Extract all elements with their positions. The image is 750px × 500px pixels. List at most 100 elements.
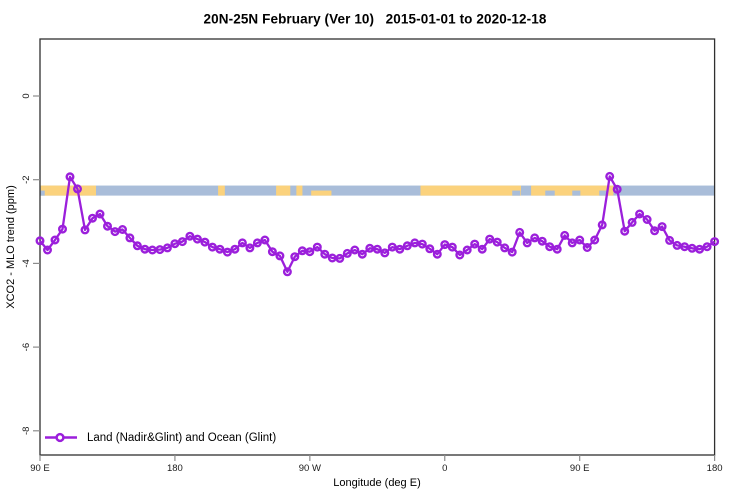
data-point-marker — [530, 233, 540, 243]
data-point-marker — [380, 248, 390, 258]
data-point-marker — [58, 224, 68, 234]
map-band-land-segment — [311, 190, 332, 196]
data-point-marker — [657, 222, 667, 232]
data-point-marker — [102, 221, 112, 231]
map-band-land-segment — [218, 185, 225, 196]
data-point-marker — [342, 248, 352, 258]
y-tick-label: -2 — [21, 175, 32, 183]
data-point-marker — [387, 242, 397, 252]
data-point-marker — [162, 243, 172, 253]
data-point-marker — [372, 244, 382, 254]
data-point-marker — [125, 233, 135, 243]
data-point-marker — [215, 244, 225, 254]
data-point-marker — [627, 217, 637, 227]
data-point-marker — [65, 172, 75, 182]
data-point-marker — [522, 238, 532, 248]
x-tick-label: 0 — [442, 463, 447, 474]
data-point-marker — [575, 235, 585, 245]
chart-title: 20N-25N February (Ver 10) 2015-01-01 to … — [203, 11, 547, 27]
map-band-ocean — [40, 185, 715, 196]
data-point-marker — [612, 184, 622, 194]
data-point-marker — [455, 250, 465, 260]
data-point-marker — [642, 214, 652, 224]
data-point-marker — [312, 242, 322, 252]
map-band-ocean-notch — [545, 190, 555, 196]
data-point-marker — [170, 239, 180, 249]
data-point-marker — [80, 225, 90, 235]
legend-label: Land (Nadir&Glint) and Ocean (Glint) — [87, 431, 277, 444]
data-point-marker — [545, 242, 555, 252]
data-point-marker — [432, 249, 442, 259]
plot-box — [39, 38, 716, 456]
map-band-land-segment — [296, 185, 303, 196]
data-point-marker — [72, 184, 82, 194]
data-point-marker — [87, 213, 97, 223]
data-point-marker — [245, 243, 255, 253]
x-tick-label: 90 E — [30, 463, 50, 474]
y-tick-label: 0 — [21, 93, 32, 98]
x-tick-label: 90 W — [299, 463, 321, 474]
data-point-marker — [110, 227, 120, 237]
data-point-marker — [320, 249, 330, 259]
y-tick-label: -8 — [21, 427, 32, 435]
map-band-land-segment — [276, 185, 291, 196]
data-point-marker — [395, 244, 405, 254]
map-band-land-segment — [420, 185, 521, 196]
map-band-ocean-notch — [512, 190, 521, 196]
data-point-marker — [605, 171, 615, 181]
data-point-marker — [43, 245, 53, 255]
data-point-marker — [402, 241, 412, 251]
data-point-marker — [462, 245, 472, 255]
data-point-marker — [582, 242, 592, 252]
data-point-marker — [552, 244, 562, 254]
data-point-marker — [590, 235, 600, 245]
data-point-marker — [650, 226, 660, 236]
data-point-marker — [537, 236, 547, 246]
data-point-marker — [425, 244, 435, 254]
data-point-marker — [267, 247, 277, 257]
data-point-marker — [477, 244, 487, 254]
data-point-marker — [507, 247, 517, 257]
data-point-marker — [702, 242, 712, 252]
legend: Land (Nadir&Glint) and Ocean (Glint) — [44, 430, 276, 445]
x-axis-label: Longitude (deg E) — [333, 477, 421, 489]
data-point-marker — [567, 238, 577, 248]
data-point-marker — [560, 230, 570, 240]
data-point-marker — [350, 245, 360, 255]
data-point-marker — [155, 245, 165, 255]
data-point-marker — [440, 240, 450, 250]
x-tick-label: 180 — [167, 463, 183, 474]
data-point-marker — [252, 238, 262, 248]
x-tick-label: 90 E — [570, 463, 590, 474]
map-band-ocean-notch — [599, 190, 607, 196]
data-point-marker — [260, 235, 270, 245]
data-point-marker — [597, 220, 607, 230]
legend-line-marker-icon — [45, 432, 77, 443]
x-tick-label: 180 — [707, 463, 723, 474]
data-point-marker — [492, 237, 502, 247]
data-point-marker — [447, 242, 457, 252]
map-band-ocean-notch — [572, 190, 581, 196]
data-point-marker — [35, 236, 45, 246]
data-point-marker — [710, 237, 720, 247]
data-series-line — [39, 175, 716, 273]
data-point-marker — [192, 234, 202, 244]
data-point-marker — [290, 252, 300, 262]
data-point-marker — [117, 224, 127, 234]
data-point-marker — [95, 209, 105, 219]
data-point-marker — [417, 239, 427, 249]
y-tick-label: -4 — [21, 259, 32, 267]
data-point-marker — [305, 247, 315, 257]
data-point-marker — [177, 237, 187, 247]
data-point-marker — [500, 243, 510, 253]
data-point-marker — [200, 237, 210, 247]
data-point-marker — [470, 239, 480, 249]
data-point-marker — [695, 244, 705, 254]
data-point-marker — [237, 238, 247, 248]
data-point-marker — [230, 244, 240, 254]
data-point-marker — [132, 241, 142, 251]
data-point-marker — [185, 231, 195, 241]
data-point-marker — [635, 209, 645, 219]
data-point-marker — [485, 234, 495, 244]
data-point-marker — [275, 251, 285, 261]
